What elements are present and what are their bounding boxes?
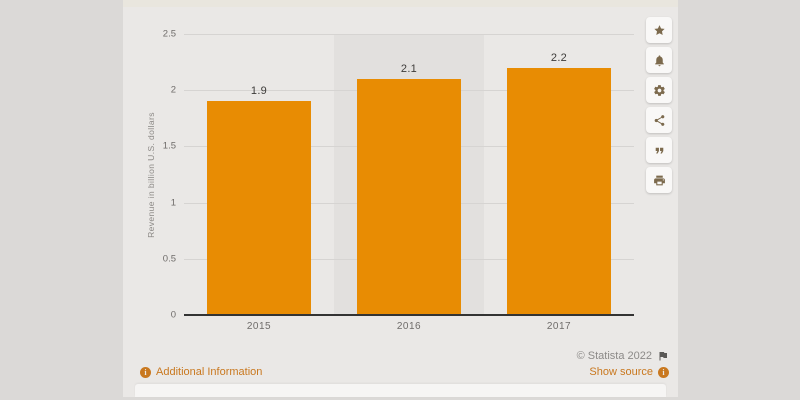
print-icon <box>653 175 665 185</box>
x-tick-label: 2017 <box>546 321 572 332</box>
bar-chart: Revenue in billion U.S. dollars 0 0.5 1 1.5… <box>123 7 678 347</box>
gear-icon <box>653 84 665 96</box>
bar-value-label: 2.2 <box>550 52 568 64</box>
bar-2015[interactable] <box>207 101 311 315</box>
info-icon: i <box>140 366 151 378</box>
y-tick-label: 0 <box>170 309 176 321</box>
statistic-card: Revenue in billion U.S. dollars 0 0.5 1 1.5… <box>123 7 678 397</box>
show-source-label: Show source <box>589 366 653 378</box>
x-tick-label: 2015 <box>246 321 272 332</box>
y-tick-label: 1 <box>170 197 176 209</box>
cite-button[interactable] <box>646 137 672 163</box>
chart-toolbar <box>646 17 672 193</box>
x-axis-line <box>184 314 634 316</box>
flag-icon[interactable] <box>657 350 669 362</box>
next-section-edge <box>135 384 666 397</box>
copyright-text: © Statista 2022 <box>576 350 652 362</box>
chart-footer-right: © Statista 2022 Show source i <box>577 350 669 378</box>
info-icon: i <box>658 366 669 378</box>
x-tick-label: 2016 <box>396 321 422 332</box>
additional-information-link[interactable]: i Additional Information <box>140 366 262 378</box>
bar-2017[interactable] <box>507 68 611 315</box>
additional-information-label: Additional Information <box>156 366 263 378</box>
bell-icon <box>654 54 664 66</box>
show-source-link[interactable]: Show source i <box>589 366 669 378</box>
share-button[interactable] <box>646 107 672 133</box>
star-icon <box>653 24 665 35</box>
y-tick-label: 1.5 <box>162 140 176 152</box>
bar-value-label: 1.9 <box>250 85 268 97</box>
quote-icon <box>655 147 663 153</box>
y-tick-label: 2 <box>170 84 176 96</box>
gridline-2.5 <box>184 34 634 35</box>
favorite-button[interactable] <box>646 17 672 43</box>
y-tick-label: 0.5 <box>162 253 176 265</box>
copyright-row: © Statista 2022 <box>577 350 669 362</box>
share-icon <box>654 114 664 126</box>
bar-value-label: 2.1 <box>400 63 418 75</box>
notification-button[interactable] <box>646 47 672 73</box>
settings-button[interactable] <box>646 77 672 103</box>
previous-section-edge <box>123 0 678 7</box>
bar-2016[interactable] <box>357 79 461 315</box>
print-button[interactable] <box>646 167 672 193</box>
y-tick-label: 2.5 <box>162 28 176 40</box>
y-axis-title: Revenue in billion U.S. dollars <box>146 112 156 238</box>
